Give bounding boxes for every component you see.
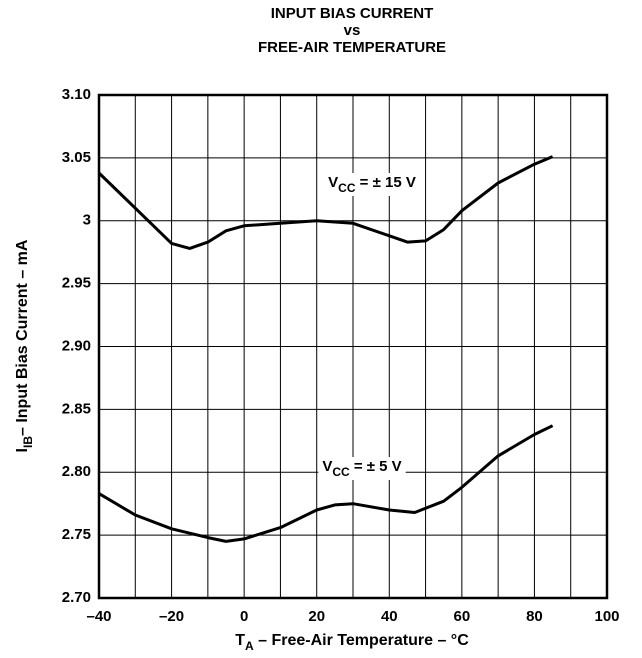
x-tick-label: –40 [86,608,111,625]
y-tick-label: 2.85 [62,400,91,417]
series-label-sub: CC [332,465,350,479]
y-tick-label: 2.70 [62,589,91,606]
y-tick-label: 2.95 [62,275,91,292]
y-tick-label: 2.80 [62,463,91,480]
label-background [324,173,420,196]
series-label: VCC = ± 5 V [322,458,401,479]
y-tick-label: 2.75 [62,526,91,543]
x-tick-label: 80 [526,608,543,625]
series-label-rest: = ± 5 V [350,458,402,475]
x-tick-label: –20 [159,608,184,625]
plot-frame [97,93,609,600]
x-tick-label: 100 [594,608,619,625]
y-axis-label-main: I [14,448,31,452]
series-label-sub: CC [338,181,356,195]
chart-title: FREE-AIR TEMPERATURE [258,39,446,56]
y-axis-label-rest: – Input Bias Current – mA [14,239,31,436]
y-tick-label: 3.05 [62,149,91,166]
x-tick-label: 60 [454,608,471,625]
x-axis-label-rest: – Free-Air Temperature – °C [254,632,470,649]
x-axis-label-sub: A [245,639,254,653]
x-axis-label-main: T [235,632,245,649]
chart-title: INPUT BIAS CURRENT [271,5,434,22]
x-tick-label: 20 [308,608,325,625]
series-label: VCC = ± 15 V [328,174,416,195]
y-axis-label-sub: IB [21,436,35,448]
y-tick-label: 3 [83,212,91,229]
chart-title: vs [344,22,361,39]
x-tick-label: 40 [381,608,398,625]
x-tick-label: 0 [240,608,248,625]
series-label-rest: = ± 15 V [356,174,416,191]
label-background [318,457,406,480]
series-label-main: V [322,458,332,475]
y-axis-label: IIB– Input Bias Current – mA [14,239,35,452]
series-line [97,155,554,250]
y-tick-label: 2.90 [62,337,91,354]
x-axis-label: TA – Free-Air Temperature – °C [235,632,469,653]
series-label-main: V [328,174,338,191]
y-tick-label: 3.10 [62,86,91,103]
series-line [98,424,554,543]
